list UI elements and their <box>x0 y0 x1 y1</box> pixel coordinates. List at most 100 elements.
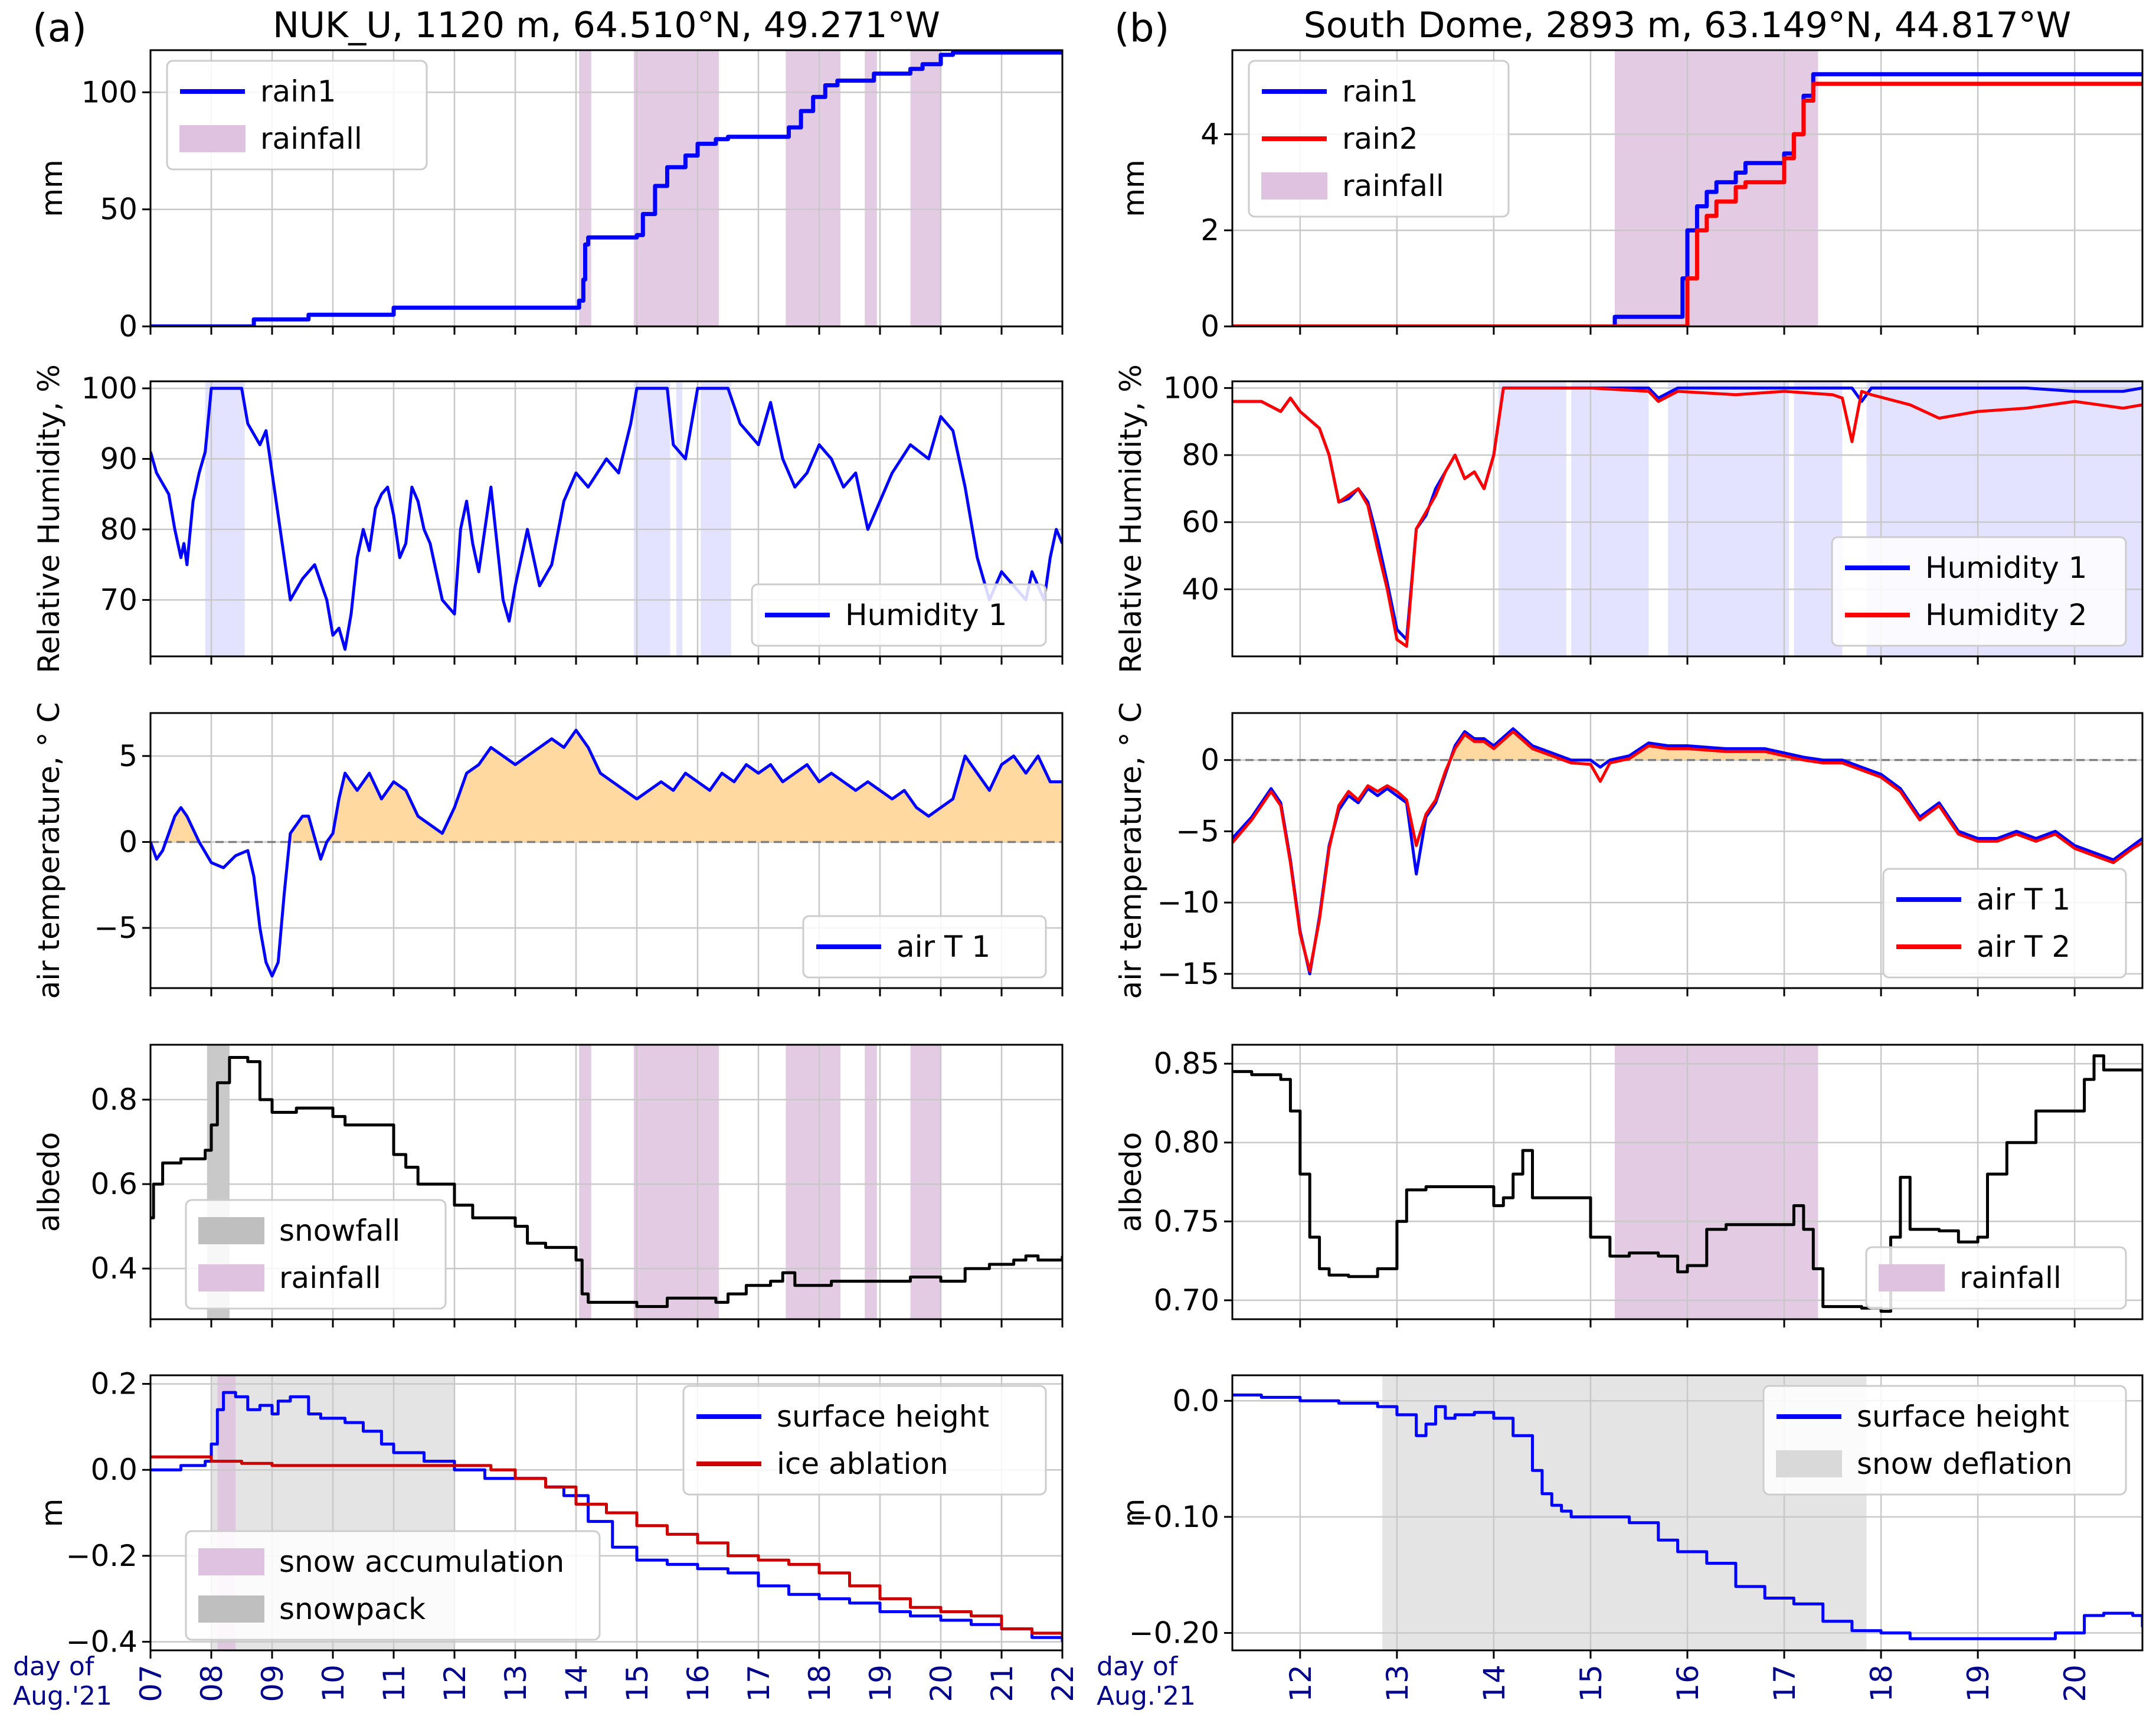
x-tick-label: 13 <box>1380 1665 1415 1702</box>
x-axis-caption-a: day of Aug.'21 <box>13 1652 112 1711</box>
chart-b-rain: 0 2 4 mm South Dome, 2893 m, 63.149°N, 44.81… <box>1117 5 2144 344</box>
y-tick-label: 0 <box>1200 309 1219 344</box>
y-tick-label: −0.20 <box>1129 1616 1219 1650</box>
series-surface-height <box>151 1391 1062 1642</box>
y-axis-label: mm <box>35 159 69 217</box>
series-Humidity-2 <box>1232 386 2142 648</box>
x-tick-label: 11 <box>377 1665 411 1702</box>
legend-frame <box>1831 536 2127 647</box>
legend-label: air T 1 <box>897 930 990 964</box>
series-ice-ablation <box>151 1455 1062 1638</box>
y-tick-label: −0.2 <box>66 1539 138 1573</box>
x-tick-label: 07 <box>134 1665 168 1702</box>
x-tick-label: 12 <box>1284 1665 1318 1702</box>
legend-label: rain1 <box>260 74 336 109</box>
y-tick-label: 40 <box>1182 572 1219 606</box>
x-tick-label: 10 <box>316 1665 351 1702</box>
legend-handle-patch <box>198 1595 264 1623</box>
series-albedo <box>1232 1054 2142 1313</box>
y-tick-label: −10 <box>1157 885 1219 920</box>
x-tick-label: 20 <box>924 1665 958 1702</box>
y-tick-label: 5 <box>119 739 138 773</box>
y-axis-label: Relative Humidity, % <box>1114 364 1148 673</box>
shade-rh <box>1668 381 1789 656</box>
y-axis-label: albedo <box>32 1132 66 1232</box>
axes-frame <box>149 1374 1064 1652</box>
legend-label: snow accumulation <box>279 1545 564 1579</box>
y-tick-label: 70 <box>100 583 138 617</box>
chart-a-t: −5 0 5 air temperature, ° C air T 1 <box>32 702 1064 999</box>
shade-rainfall <box>865 1045 877 1319</box>
shade-rh <box>633 381 670 656</box>
shade-rainfall <box>579 1045 591 1319</box>
x-tick-label: 19 <box>1961 1665 1995 1702</box>
y-axis-label: m <box>1117 1499 1151 1528</box>
shade-rh <box>1571 381 1649 656</box>
y-tick-label: −15 <box>1157 957 1219 991</box>
x-tick-label: 09 <box>256 1665 290 1702</box>
x-tick-label: 16 <box>681 1665 715 1702</box>
legend: Humidity 1 Humidity 2 <box>1831 536 2127 647</box>
series-air-T-2 <box>1232 730 2142 973</box>
legend: rain1 rain2 rainfall <box>1248 60 1510 218</box>
shade-rh <box>701 381 731 656</box>
y-tick-label: 0.75 <box>1154 1204 1219 1238</box>
x-tick-label: 19 <box>863 1665 898 1702</box>
x-axis-caption-line2: Aug.'21 <box>13 1681 112 1711</box>
legend-handle-patch <box>198 1548 264 1575</box>
x-axis-caption-line2: Aug.'21 <box>1097 1681 1196 1711</box>
shade-rainfall <box>633 1045 719 1319</box>
series-rain1 <box>151 50 1062 326</box>
legend-handle-patch <box>1879 1264 1945 1291</box>
legend: air T 1 air T 2 <box>1882 868 2127 979</box>
chart-title: South Dome, 2893 m, 63.149°N, 44.817°W <box>1304 5 2071 46</box>
y-axis-label: m <box>35 1499 69 1528</box>
x-tick-label: 17 <box>742 1665 776 1702</box>
x-tick-label: 18 <box>1864 1665 1899 1702</box>
x-tick-label: 12 <box>438 1665 472 1702</box>
legend-label: air T 2 <box>1977 930 2070 964</box>
series-rain2 <box>1232 81 2142 326</box>
x-tick-label: 20 <box>2058 1665 2092 1702</box>
legend-frame <box>185 1530 601 1641</box>
y-tick-label: 100 <box>81 371 138 406</box>
y-tick-label: 0.2 <box>90 1367 138 1401</box>
legend-label: Humidity 2 <box>1925 598 2087 632</box>
chart-b-alb: 0.70 0.75 0.80 0.85 albedo rainfall <box>1114 1044 2144 1327</box>
y-tick-label: 80 <box>100 512 138 547</box>
y-tick-label: −5 <box>1176 814 1219 848</box>
y-tick-label: 100 <box>81 75 138 109</box>
legend-label: Humidity 1 <box>845 598 1007 632</box>
y-tick-label: 0.6 <box>90 1167 138 1201</box>
y-tick-label: 80 <box>1182 438 1219 472</box>
legend-label: rainfall <box>1959 1261 2062 1295</box>
legend-label: snow deflation <box>1857 1447 2073 1481</box>
axes-frame <box>149 712 1064 989</box>
legend-frame <box>1865 1246 2127 1310</box>
legend-label: rain1 <box>1342 74 1418 109</box>
warm-fill <box>151 730 1062 842</box>
legend: rain1 rainfall <box>166 60 428 171</box>
warm-fill-group <box>151 730 1062 842</box>
shade-rainfall <box>910 1045 941 1319</box>
y-tick-label: 0.0 <box>1172 1384 1219 1418</box>
y-tick-label: 0.85 <box>1154 1047 1219 1081</box>
x-tick-label: 18 <box>803 1665 837 1702</box>
shade-rainfall <box>865 50 877 326</box>
shade-rh <box>676 381 683 656</box>
legend: surface height snow deflation <box>1762 1385 2127 1496</box>
y-axis-label: air temperature, ° C <box>1114 702 1148 999</box>
legend-frame <box>682 1385 1047 1496</box>
axes-frame <box>149 1044 1064 1320</box>
series-air-T-1 <box>151 728 1062 978</box>
chart-a-alb: 0.4 0.6 0.8 albedo snowfall rainfall <box>32 1044 1064 1327</box>
legend-label: rainfall <box>279 1261 381 1295</box>
axes-frame <box>149 49 1064 328</box>
y-tick-label: 60 <box>1182 505 1219 539</box>
x-tick-label: 21 <box>985 1665 1019 1702</box>
y-tick-label: 0.0 <box>90 1453 138 1487</box>
